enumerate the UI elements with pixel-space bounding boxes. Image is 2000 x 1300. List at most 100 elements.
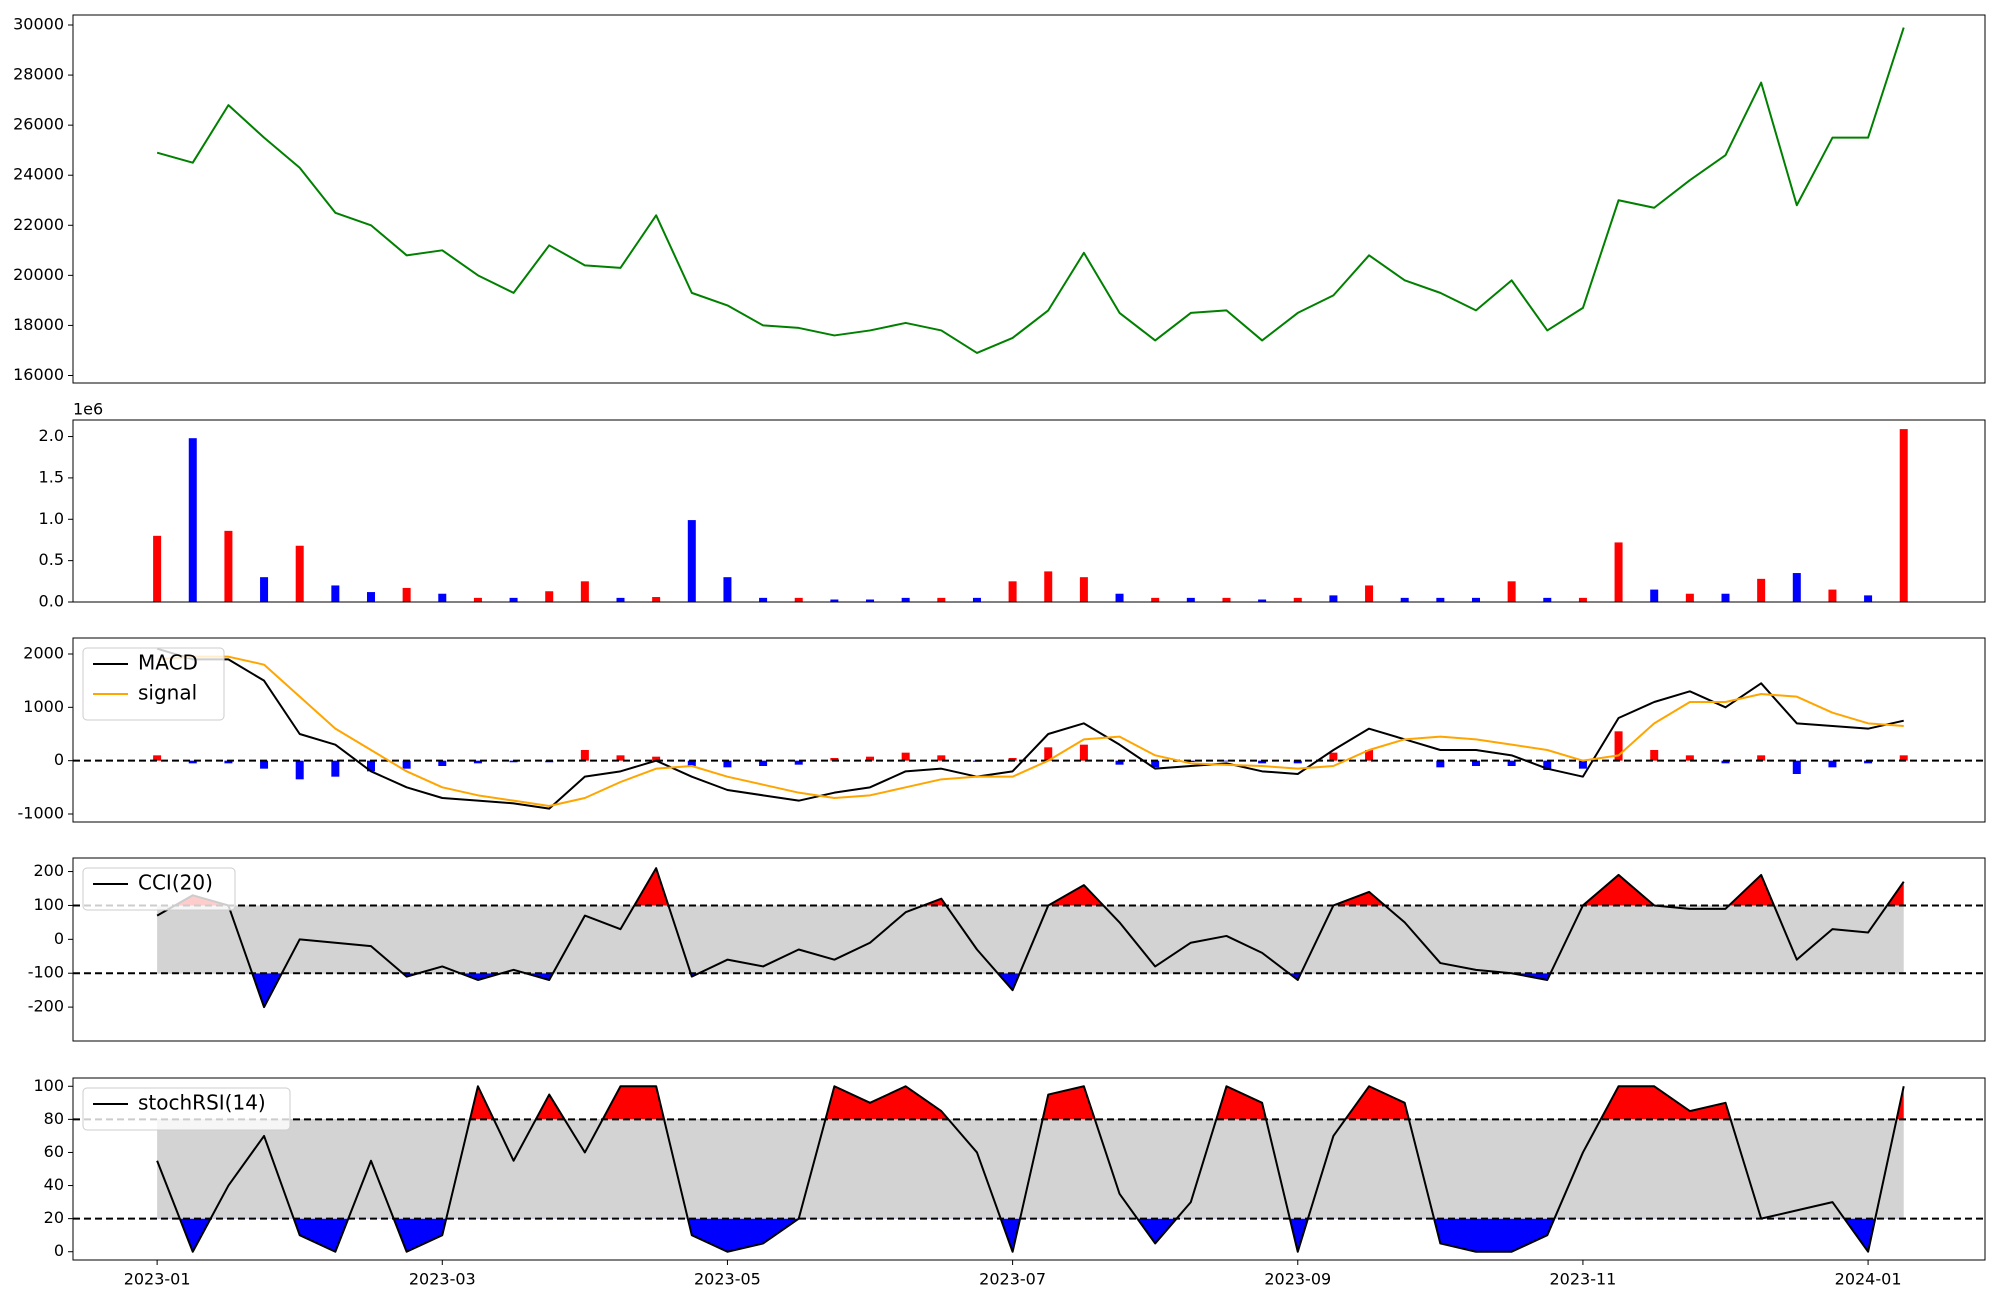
legend-label: MACD [138,651,198,675]
x-tick-label: 2023-07 [979,1270,1046,1289]
volume-bar [331,585,340,602]
histogram-bar [1258,760,1267,764]
volume-bar [1685,593,1694,602]
volume-bar [1151,597,1160,602]
volume-bar [1044,571,1053,602]
y-tick-label: 26000 [13,115,64,134]
volume-bar [438,593,447,602]
y-tick-label: 40 [44,1175,64,1194]
histogram-bar [1151,760,1160,768]
histogram-bar [759,760,768,766]
volume-bar [1186,597,1195,602]
panel: -1000 0 1000 2000 MACD signal [18,637,1986,823]
volume-bar [1614,542,1623,602]
volume-bar [1792,573,1801,602]
histogram-bar [616,755,625,761]
volume-bar [260,577,269,602]
volume-bar [616,597,625,602]
histogram-bar [224,760,233,764]
histogram-bar [1115,760,1124,765]
volume-bar [1471,597,1480,602]
histogram-bar [402,760,411,769]
legend-label: CCI(20) [138,871,213,895]
volume-bar [723,577,732,602]
volume-bar [901,597,910,602]
y-tick-label: 2.0 [39,426,64,445]
histogram-bar [1685,755,1694,761]
axes-frame [72,14,1986,384]
legend-box [82,647,225,721]
series-line [156,647,1904,810]
histogram-bar [1365,750,1374,761]
volume-bar [402,587,411,602]
volume-bar [1222,597,1231,602]
histogram-bar [153,755,162,761]
histogram-bar [1471,760,1480,766]
histogram-bar [1293,760,1302,764]
volume-bar [1079,577,1088,602]
histogram-bar [1543,760,1552,770]
y-tick-label: 100 [33,1076,64,1095]
legend: MACD signal [82,647,225,721]
histogram-bar [1899,755,1908,761]
histogram-bar [1757,755,1766,761]
series-line [156,27,1905,354]
y-tick-label: 60 [44,1142,64,1161]
y-tick-label: 0.5 [39,550,64,569]
histogram-bar [1436,760,1445,768]
axes-frame [72,857,1986,1042]
y-tick-label: 100 [33,895,64,914]
plot-area [73,1085,1985,1253]
histogram-bar [260,760,269,769]
legend-box [82,1087,291,1131]
histogram-bar [830,758,839,761]
histogram-bar [1044,747,1053,761]
volume-bar [1293,597,1302,602]
volume-bar [153,535,162,602]
histogram-bar [1329,752,1338,761]
legend: stochRSI(14) [82,1087,291,1131]
histogram-bar [366,760,375,772]
volume-bar [652,597,661,602]
axes-frame [72,1077,1986,1261]
x-tick-label: 2023-11 [1549,1270,1616,1289]
y-tick-label: 28000 [13,65,64,84]
y-tick-label: 22000 [13,215,64,234]
legend-box [82,867,236,911]
axis-offset-label: 1e6 [73,400,103,419]
plot-area [156,27,1905,354]
histogram-bar [188,760,197,764]
plot-area [73,647,1985,810]
volume-bar [580,581,589,602]
volume-bar [759,597,768,602]
x-tick-label: 2024-01 [1835,1270,1902,1289]
plot-area [153,429,1908,602]
axes-frame [72,419,1986,603]
histogram-bar [1222,760,1231,762]
y-tick-label: 0 [54,1241,64,1260]
y-tick-label: 1.0 [39,509,64,528]
volume-bar [1008,581,1017,602]
y-tick-label: 0 [54,929,64,948]
volume-bar [937,597,946,602]
panel: -200 -100 0 100 200 CCI(20) [28,857,1986,1042]
histogram-bar [1650,750,1659,761]
histogram-bar [652,756,661,761]
volume-bar [1578,597,1587,602]
y-tick-label: 1000 [23,697,64,716]
histogram-bar [1507,760,1516,766]
volume-bar [1365,585,1374,602]
series-line [156,867,1905,1009]
histogram-bar [1614,731,1623,761]
y-tick-label: 200 [33,861,64,880]
histogram-bar [723,760,732,768]
histogram-bar [1008,758,1017,761]
y-tick-label: 24000 [13,165,64,184]
y-tick-label: 30000 [13,15,64,34]
histogram-bar [580,750,589,761]
histogram-bar [438,760,447,766]
y-tick-label: 20000 [13,265,64,284]
x-tick-label: 2023-03 [409,1270,476,1289]
histogram-bar [901,752,910,761]
volume-bar [188,438,197,602]
